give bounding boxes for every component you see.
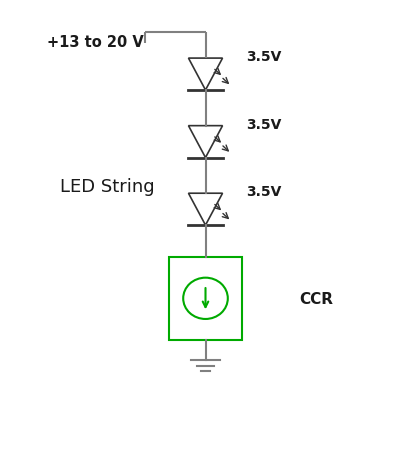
Text: 3.5V: 3.5V: [246, 185, 282, 199]
Text: +13 to 20 V: +13 to 20 V: [47, 35, 144, 50]
Text: LED String: LED String: [60, 177, 154, 195]
Text: 3.5V: 3.5V: [246, 50, 282, 64]
Text: 3.5V: 3.5V: [246, 117, 282, 131]
Text: CCR: CCR: [299, 291, 333, 306]
Bar: [169, 258, 242, 340]
